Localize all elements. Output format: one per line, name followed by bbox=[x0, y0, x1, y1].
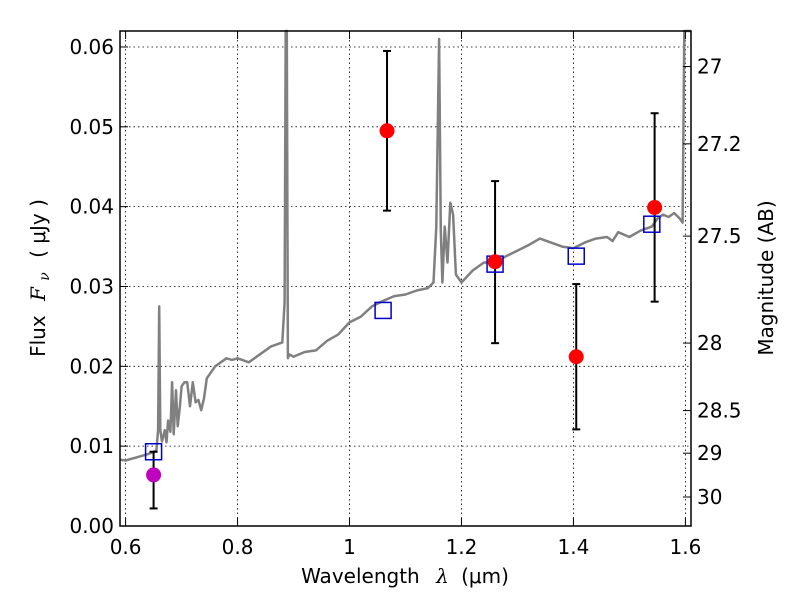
x-tick-label: 1.6 bbox=[669, 535, 701, 559]
model-point bbox=[643, 215, 661, 233]
x-tick-label: 1.4 bbox=[558, 535, 590, 559]
y-tick-label: 0.05 bbox=[69, 115, 114, 139]
x-axis-label: Wavelength λ (μm) bbox=[301, 564, 509, 588]
y2-tick-label: 27.5 bbox=[697, 224, 742, 248]
y-axis-unit: ( μJy ) bbox=[26, 199, 50, 258]
y-axis-symbol: F bbox=[26, 286, 50, 302]
y-tick-label: 0.01 bbox=[69, 434, 114, 458]
model-point bbox=[374, 301, 392, 320]
x-tick-label: 1.2 bbox=[446, 535, 478, 559]
y2-tick-label: 28 bbox=[697, 331, 722, 355]
x-axis-symbol: λ bbox=[435, 564, 449, 588]
y2-tick-label: 30 bbox=[697, 485, 722, 509]
spectrum-line bbox=[119, 29, 691, 462]
plot-frame bbox=[119, 30, 692, 527]
y-tick-label: 0.06 bbox=[69, 35, 114, 59]
model-point bbox=[567, 247, 585, 265]
y2-tick-label: 27.2 bbox=[697, 132, 742, 156]
y-axis-label-text: Flux bbox=[26, 315, 50, 357]
observed-point bbox=[647, 199, 663, 215]
observed-point bbox=[568, 349, 584, 365]
plot-background bbox=[120, 31, 691, 526]
y2-tick-label: 27 bbox=[697, 55, 722, 79]
x-tick-label: 0.6 bbox=[110, 535, 142, 559]
observed-markers bbox=[146, 123, 663, 483]
model-point bbox=[144, 443, 163, 461]
axis-ticks bbox=[120, 31, 691, 527]
spectrum-layer bbox=[119, 29, 691, 462]
model-markers bbox=[144, 215, 661, 461]
observed-point bbox=[487, 254, 503, 270]
y2-tick-label: 29 bbox=[697, 441, 722, 465]
observed-point bbox=[146, 467, 162, 483]
x-tick-label: 1 bbox=[343, 535, 356, 559]
observed-point bbox=[379, 123, 395, 139]
x-axis-label-text: Wavelength bbox=[301, 564, 420, 588]
y-tick-label: 0.03 bbox=[69, 274, 114, 298]
y-tick-label: 0.04 bbox=[69, 195, 114, 219]
y-tick-label: 0.02 bbox=[69, 354, 114, 378]
x-tick-label: 0.8 bbox=[222, 535, 254, 559]
y2-tick-label: 28.5 bbox=[697, 399, 742, 423]
y2-axis-label: Magnitude (AB) bbox=[754, 200, 778, 355]
x-axis-unit: (μm) bbox=[461, 564, 509, 588]
y-axis-label: Flux F ν ( μJy ) bbox=[26, 199, 54, 357]
y-tick-label: 0.00 bbox=[69, 514, 114, 538]
axis-tick-labels: 0.6 0.8 1 1.2 1.4 1.6 0.00 0.01 0.02 0.03 0.04 0.05… bbox=[69, 35, 741, 559]
y-axis-subscript: ν bbox=[37, 272, 53, 281]
